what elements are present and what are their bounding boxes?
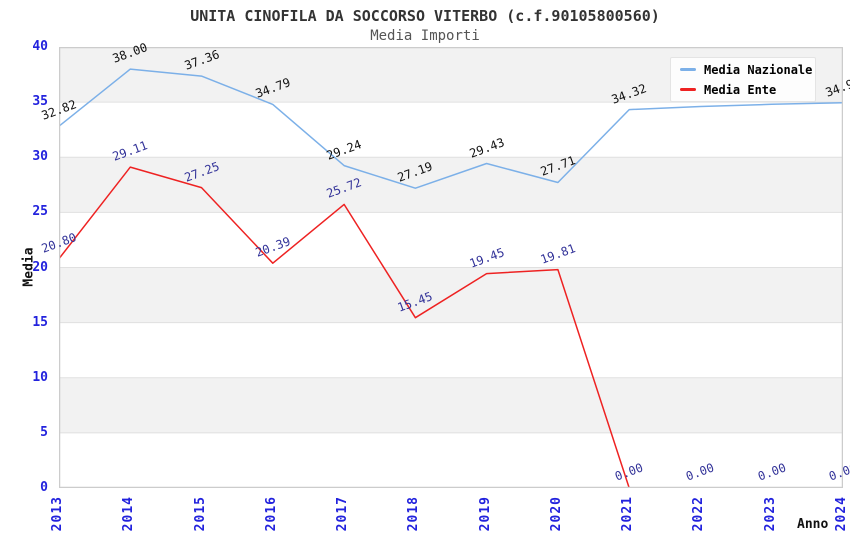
legend-item-media-ente: Media Ente xyxy=(680,83,815,97)
y-tick-label: 5 xyxy=(40,424,48,440)
plot-svg xyxy=(59,47,843,488)
x-tick-label: 2020 xyxy=(548,496,564,532)
y-tick-label: 35 xyxy=(32,94,48,110)
x-tick-label: 2022 xyxy=(691,496,707,532)
y-tick-label: 15 xyxy=(32,314,48,330)
x-tick-label: 2016 xyxy=(263,496,279,532)
x-axis-title: Anno xyxy=(797,517,829,532)
x-tick-label: 2019 xyxy=(477,496,493,532)
y-tick-label: 40 xyxy=(32,39,48,54)
legend-item-media-nazionale: Media Nazionale xyxy=(680,63,815,77)
plot-band xyxy=(59,157,843,213)
legend-label: Media Ente xyxy=(704,82,777,97)
line-swatch-icon xyxy=(680,68,696,71)
plot-area xyxy=(59,47,843,488)
x-tick-label: 2021 xyxy=(620,496,636,532)
x-tick-label: 2013 xyxy=(50,496,65,532)
legend: Media Nazionale Media Ente xyxy=(670,57,816,102)
plot-band xyxy=(59,377,843,433)
y-tick-label: 10 xyxy=(32,369,48,385)
x-tick-label: 2017 xyxy=(335,496,351,532)
plot-frame xyxy=(59,47,843,488)
chart-subtitle: Media Importi xyxy=(370,28,480,44)
x-tick-label: 2024 xyxy=(834,496,849,532)
series-line-media-nazionale xyxy=(59,68,843,189)
x-tick-label: 2015 xyxy=(192,496,208,532)
x-tick-label: 2018 xyxy=(406,496,422,532)
y-axis-title: Media xyxy=(21,247,37,287)
series-line-media-ente xyxy=(59,166,843,488)
y-tick-label: 20 xyxy=(32,259,48,275)
x-tick-label: 2014 xyxy=(121,496,137,532)
line-swatch-icon xyxy=(680,88,696,91)
chart-title: UNITA CINOFILA DA SOCCORSO VITERBO (c.f.… xyxy=(190,7,660,25)
y-tick-label: 0 xyxy=(40,480,48,495)
x-tick-label: 2023 xyxy=(762,496,778,532)
y-tick-label: 25 xyxy=(32,204,48,220)
y-tick-label: 30 xyxy=(32,149,48,165)
legend-label: Media Nazionale xyxy=(704,62,813,77)
